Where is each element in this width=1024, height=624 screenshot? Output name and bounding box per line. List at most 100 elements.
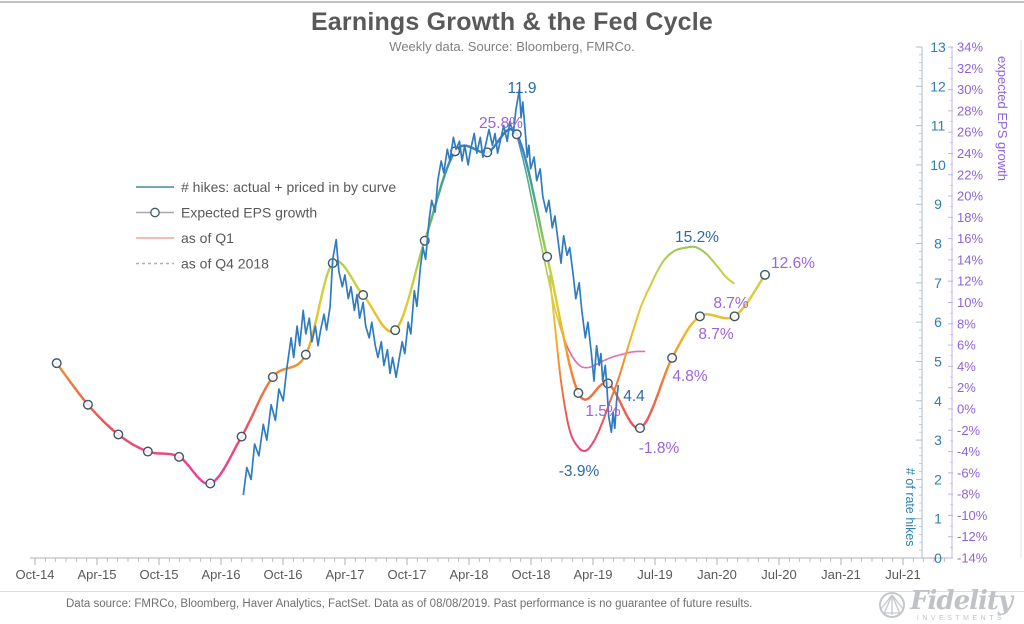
logo-wordmark: Fidelity — [910, 586, 1013, 616]
eps-tick-label: 12% — [957, 274, 983, 289]
hikes-tick-label: 0 — [934, 550, 942, 566]
hikes-tick-label: 4 — [934, 393, 942, 409]
x-tick-label: Apr-16 — [201, 567, 240, 582]
eps-data-marker — [113, 429, 124, 440]
hikes-tick-label: 9 — [934, 196, 942, 212]
eps-tick-label: 24% — [957, 146, 983, 161]
fidelity-logo: Fidelity INVESTMENTS — [876, 586, 1013, 622]
x-tick-label: Oct-16 — [263, 567, 302, 582]
eps-data-marker — [300, 349, 311, 360]
eps-data-marker — [82, 399, 93, 410]
legend-marker-icon — [150, 207, 160, 218]
x-tick-label: Oct-14 — [15, 567, 54, 582]
eps-tick-label: -8% — [957, 487, 981, 502]
eps-tick-label: 2% — [957, 380, 976, 395]
hikes-tick-label: 11 — [931, 118, 946, 134]
logo-sub-wordmark: INVESTMENTS — [916, 615, 1006, 622]
legend: # hikes: actual + priced in by curve Expe… — [136, 179, 396, 272]
eps-axis-title: expected EPS growth — [995, 56, 1010, 181]
value-annotation: -3.9% — [559, 463, 600, 480]
x-tick-label: Jan-21 — [821, 567, 861, 582]
eps-data-marker — [51, 358, 62, 369]
legend-item: Expected EPS growth — [136, 205, 317, 221]
eps-tick-label: 14% — [957, 252, 983, 267]
eps-data-marker — [174, 451, 185, 462]
eps-data-marker — [729, 311, 740, 322]
series--hikes-actual-priced-in-by-curve — [242, 89, 620, 496]
eps-data-marker — [634, 423, 645, 434]
eps-tick-label: -6% — [957, 465, 981, 480]
eps-data-marker — [694, 311, 705, 322]
eps-tick-label: 16% — [957, 231, 983, 246]
eps-data-marker — [573, 387, 584, 398]
eps-data-marker — [390, 325, 401, 336]
legend-item: as of Q4 2018 — [136, 256, 269, 272]
x-tick-label: Jan-20 — [697, 567, 737, 582]
hikes-axis-title: # of rate hikes — [903, 468, 917, 547]
hikes-tick-label: 3 — [934, 432, 942, 448]
eps-tick-label: -12% — [957, 529, 988, 544]
value-annotation: 8.7% — [713, 295, 749, 312]
top-border — [0, 1, 1024, 3]
x-tick-label: Oct-15 — [139, 567, 178, 582]
value-annotation: 11.9 — [507, 80, 536, 97]
hikes-tick-label: 13 — [930, 39, 946, 55]
eps-tick-label: -2% — [957, 423, 981, 438]
hikes-tick-label: 12 — [930, 78, 946, 94]
eps-tick-label: -4% — [957, 444, 981, 459]
x-tick-label: Apr-17 — [325, 567, 364, 582]
hikes-tick-label: 1 — [934, 511, 942, 527]
eps-tick-label: 34% — [957, 40, 983, 55]
eps-tick-label: 32% — [957, 61, 983, 76]
eps-data-marker — [667, 352, 678, 363]
value-annotation: 1.5% — [585, 403, 621, 420]
value-annotation: 4.4 — [623, 388, 645, 405]
eps-data-marker — [358, 290, 369, 301]
eps-tick-label: 0% — [957, 401, 976, 416]
fidelity-pyramid-icon — [879, 592, 906, 618]
legend-label: as of Q4 2018 — [181, 256, 269, 272]
x-tick-label: Jul-20 — [761, 567, 796, 582]
eps-tick-label: -14% — [957, 551, 988, 566]
value-annotation: 4.8% — [672, 368, 708, 385]
series-as-of-q1 — [548, 245, 735, 452]
value-annotation: 25.8% — [479, 115, 523, 132]
eps-data-marker — [511, 129, 522, 140]
x-tick-label: Jul-19 — [637, 567, 672, 582]
x-tick-label: Oct-17 — [387, 567, 426, 582]
legend-item: as of Q1 — [136, 230, 234, 246]
eps-data-marker — [759, 269, 770, 280]
x-tick-label: Jul-21 — [885, 567, 920, 582]
x-tick-label: Apr-19 — [573, 567, 612, 582]
eps-tick-label: 30% — [957, 82, 983, 97]
eps-tick-label: 10% — [957, 295, 983, 310]
hikes-tick-label: 2 — [934, 471, 942, 487]
legend-label: as of Q1 — [181, 230, 234, 246]
hikes-tick-label: 8 — [934, 236, 942, 252]
axes: Oct-14 Apr-15 Oct-15 Apr-16 Oct-16 Apr-17 Oct-… — [15, 39, 1022, 582]
annotations: 11.9 25.8% 15.2% 12.6% 8.7% 8.7% 4.8% 4.41.5% -1… — [479, 80, 815, 480]
series-expected-eps-growth — [51, 127, 770, 489]
eps-tick-label: 8% — [957, 316, 976, 331]
eps-data-marker — [542, 251, 553, 262]
eps-tick-label: 6% — [957, 338, 976, 353]
eps-data-marker — [602, 378, 613, 389]
eps-tick-label: 20% — [957, 189, 983, 204]
eps-data-marker — [236, 431, 247, 442]
legend-item: # hikes: actual + priced in by curve — [136, 179, 396, 195]
value-annotation: -1.8% — [639, 440, 680, 457]
value-annotation: 12.6% — [771, 255, 815, 272]
value-annotation: 15.2% — [675, 229, 719, 246]
eps-tick-label: 4% — [957, 359, 976, 374]
hikes-tick-label: 5 — [934, 353, 942, 369]
eps-tick-label: 18% — [957, 210, 983, 225]
chart-title: Earnings Growth & the Fed Cycle — [310, 8, 714, 36]
eps-tick-label: 22% — [957, 167, 983, 182]
legend-label: # hikes: actual + priced in by curve — [181, 179, 396, 195]
eps-data-marker — [142, 446, 153, 457]
eps-tick-label: 28% — [957, 103, 983, 118]
hikes-tick-label: 7 — [934, 275, 942, 291]
hikes-tick-label: 10 — [930, 157, 946, 173]
